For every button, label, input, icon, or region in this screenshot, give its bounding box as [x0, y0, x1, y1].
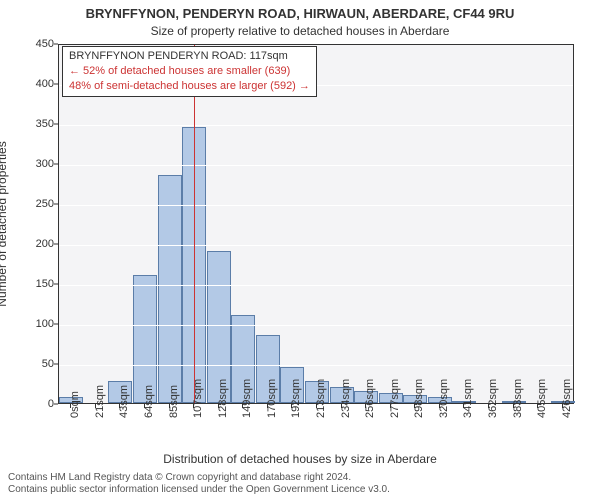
- y-tick-mark: [54, 244, 58, 245]
- y-tick-label: 0: [14, 398, 54, 410]
- y-tick-label: 150: [14, 278, 54, 290]
- y-tick-label: 300: [14, 158, 54, 170]
- bars-layer: [59, 45, 573, 403]
- legend-box: BRYNFFYNON PENDERYN ROAD: 117sqm ← 52% o…: [62, 46, 317, 97]
- y-tick-mark: [54, 364, 58, 365]
- attribution: Contains HM Land Registry data © Crown c…: [8, 472, 390, 496]
- gridline: [59, 205, 573, 206]
- y-tick-mark: [54, 324, 58, 325]
- y-tick-label: 450: [14, 38, 54, 50]
- y-tick-label: 50: [14, 358, 54, 370]
- gridline: [59, 285, 573, 286]
- y-tick-mark: [54, 204, 58, 205]
- y-tick-mark: [54, 44, 58, 45]
- y-tick-label: 250: [14, 198, 54, 210]
- y-tick-mark: [54, 284, 58, 285]
- y-tick-label: 200: [14, 238, 54, 250]
- gridline: [59, 365, 573, 366]
- legend-line-2: ← 52% of detached houses are smaller (63…: [69, 64, 310, 79]
- histogram-bar: [133, 275, 157, 403]
- gridline: [59, 125, 573, 126]
- y-tick-mark: [54, 404, 58, 405]
- attribution-line-2: Contains public sector information licen…: [8, 484, 390, 496]
- y-tick-mark: [54, 84, 58, 85]
- legend-line-3: 48% of semi-detached houses are larger (…: [69, 79, 310, 94]
- y-tick-label: 400: [14, 78, 54, 90]
- gridline: [59, 325, 573, 326]
- y-tick-mark: [54, 164, 58, 165]
- marker-line: [194, 45, 195, 403]
- chart-subtitle: Size of property relative to detached ho…: [0, 24, 600, 38]
- y-tick-mark: [54, 124, 58, 125]
- legend-line-1: BRYNFFYNON PENDERYN ROAD: 117sqm: [69, 49, 310, 64]
- attribution-line-1: Contains HM Land Registry data © Crown c…: [8, 472, 390, 484]
- plot-area: [58, 44, 574, 404]
- gridline: [59, 245, 573, 246]
- x-axis-label: Distribution of detached houses by size …: [0, 452, 600, 466]
- chart-container: BRYNFFYNON, PENDERYN ROAD, HIRWAUN, ABER…: [0, 0, 600, 500]
- chart-title: BRYNFFYNON, PENDERYN ROAD, HIRWAUN, ABER…: [0, 6, 600, 21]
- y-tick-label: 350: [14, 118, 54, 130]
- gridline: [59, 165, 573, 166]
- y-tick-label: 100: [14, 318, 54, 330]
- y-axis-label: Number of detached properties: [0, 141, 9, 306]
- histogram-bar: [158, 175, 182, 403]
